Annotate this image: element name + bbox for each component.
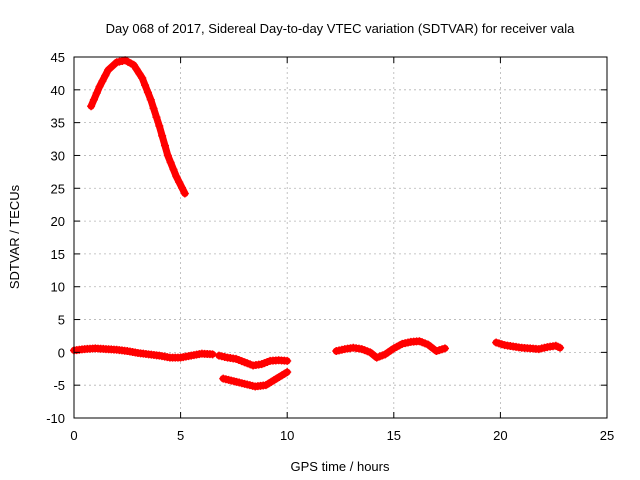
data-point-marker [141,81,150,90]
x-tick-label: 15 [387,428,401,443]
data-point-marker [169,165,178,174]
data-point-marker [143,88,152,97]
y-tick-label: 45 [51,50,65,65]
data-point-marker [92,89,101,98]
y-tick-label: -10 [46,411,65,426]
data-point-marker [163,151,172,160]
data-point-marker [129,60,138,69]
y-tick-label: 40 [51,83,65,98]
data-point-marker [175,178,184,187]
data-point-marker [87,102,96,111]
x-tick-label: 25 [600,428,614,443]
series-segment-2 [70,344,217,362]
y-tick-label: 30 [51,148,65,163]
data-point-marker [132,65,141,74]
data-point-marker [138,74,147,83]
data-point-marker [149,104,158,113]
data-point-marker [155,121,164,130]
y-tick-label: 25 [51,181,65,196]
x-axis-label: GPS time / hours [291,459,390,474]
y-tick-label: -5 [53,378,65,393]
series-segment-6 [492,338,565,354]
x-tick-label: 0 [70,428,77,443]
y-tick-label: 15 [51,247,65,262]
series-segment-4 [219,368,292,391]
data-point-marker [101,71,110,80]
data-point-marker [172,172,181,181]
data-point-marker [95,82,104,91]
data-point-marker [556,343,565,352]
data-point-marker [440,344,449,353]
axis-ticks: -10 -5 0 5 10 15 20 25 30 35 40 45 0 5 10 15 20 25 [46,50,614,443]
data-point-marker [283,368,292,377]
y-tick-label: 20 [51,214,65,229]
x-tick-label: 5 [177,428,184,443]
y-tick-label: 5 [58,313,65,328]
x-tick-label: 20 [493,428,507,443]
data-point-marker [160,141,169,150]
data-point-marker [158,131,167,140]
data-point-marker [180,189,189,198]
series-segment-1 [87,56,189,198]
y-tick-label: 35 [51,116,65,131]
data-point-marker [178,183,187,192]
y-tick-label: 10 [51,280,65,295]
data-point-marker [89,95,98,104]
data-series [70,56,565,391]
x-tick-label: 10 [280,428,294,443]
data-point-marker [208,350,217,359]
data-point-marker [152,113,161,122]
chart-title: Day 068 of 2017, Sidereal Day-to-day VTE… [106,21,575,36]
data-point-marker [283,356,292,365]
data-point-marker [98,77,107,86]
y-axis-label: SDTVAR / TECUs [7,184,22,289]
plot-frame [73,56,608,419]
series-segment-5 [332,337,449,362]
data-point-marker [166,158,175,167]
y-tick-label: 0 [58,345,65,360]
data-point-marker [146,95,155,104]
series-segment-3 [214,351,292,370]
data-point-marker [135,69,144,78]
series-line [87,56,189,197]
